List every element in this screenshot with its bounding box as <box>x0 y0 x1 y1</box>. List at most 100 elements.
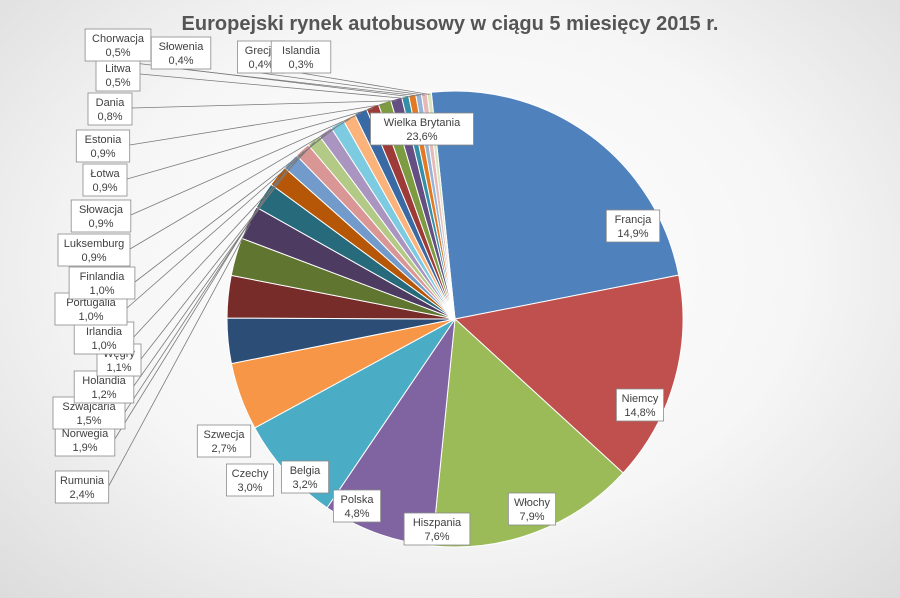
pie-slices <box>226 90 684 548</box>
data-label-box <box>507 492 556 526</box>
data-label-value: 0,5% <box>105 77 130 89</box>
data-label-value: 1,2% <box>91 389 116 401</box>
leader-line-litwa <box>139 73 406 99</box>
leader-lines <box>108 60 430 487</box>
leader-line-irlandia <box>133 141 316 338</box>
data-label-box <box>225 463 274 497</box>
data-label-value: 0,3% <box>288 59 313 71</box>
data-label-box <box>95 58 141 92</box>
data-label-value: 0,4% <box>168 55 193 67</box>
data-label-value: 14,9% <box>617 228 648 240</box>
data-label-irlandia: Irlandia 1,0% <box>73 321 135 355</box>
data-label-luksemburg: Luksemburg 0,9% <box>57 233 131 267</box>
data-label-value: 1,9% <box>72 442 97 454</box>
data-label-value: 2,4% <box>69 489 94 501</box>
pie-slice-niemcy <box>431 317 624 548</box>
data-label-value: 2,7% <box>211 443 236 455</box>
data-label-value: 0,9% <box>81 252 106 264</box>
data-label-finlandia: Finlandia 1,0% <box>68 266 136 300</box>
data-label-name: Dania <box>96 97 126 109</box>
data-label-name: Szwajcaria <box>62 401 116 413</box>
data-label-value: 1,5% <box>76 415 101 427</box>
data-label-box <box>196 424 252 458</box>
leader-line-slowenia <box>180 68 419 97</box>
pie-slice-wielka-brytania <box>430 90 680 320</box>
data-label-name: Hiszpania <box>413 517 462 529</box>
pie-slice-francja <box>453 274 684 474</box>
data-label-name: Belgia <box>290 465 321 477</box>
data-label-value: 1,0% <box>89 285 114 297</box>
leader-line-dania <box>131 100 397 109</box>
data-label-value: 0,9% <box>90 148 115 160</box>
data-label-name: Francja <box>615 214 653 226</box>
data-label-box <box>370 112 474 146</box>
data-label-slowacja: Słowacja 0,9% <box>70 199 132 233</box>
data-label-slowenia: Słowenia 0,4% <box>150 36 212 70</box>
data-label-name: Norwegia <box>62 428 109 440</box>
data-label-niemcy: Niemcy 14,8% <box>616 388 665 422</box>
data-label-name: Niemcy <box>622 393 659 405</box>
data-label-value: 4,8% <box>344 508 369 520</box>
pie-slice-islandia <box>426 91 456 320</box>
data-label-name: Słowacja <box>79 204 124 216</box>
data-label-dania: Dania 0,8% <box>87 92 133 126</box>
data-label-value: 1,0% <box>78 311 103 323</box>
leader-line-lotwa <box>126 108 374 180</box>
data-label-name: Łotwa <box>90 168 120 180</box>
leader-line-slowacja <box>130 112 362 216</box>
data-label-name: Holandia <box>82 375 126 387</box>
data-label-name: Słowenia <box>159 41 205 53</box>
data-label-name: Estonia <box>85 134 123 146</box>
leader-line-islandia <box>300 72 430 95</box>
data-label-box <box>150 36 212 70</box>
data-label-box <box>57 233 131 267</box>
leader-line-grecja <box>260 72 425 96</box>
data-label-name: Czechy <box>232 468 269 480</box>
leader-line-wegry <box>140 151 304 360</box>
data-label-name: Grecja <box>245 45 278 57</box>
data-label-name: Finlandia <box>80 271 126 283</box>
data-label-polska: Polska 4,8% <box>332 489 381 523</box>
data-label-value: 0,9% <box>88 218 113 230</box>
leader-line-luksemburg <box>129 118 351 250</box>
data-label-szwajcaria: Szwajcaria 1,5% <box>52 396 126 430</box>
data-label-name: Włochy <box>514 497 551 509</box>
data-label-czechy: Czechy 3,0% <box>225 463 274 497</box>
data-label-value: 0,9% <box>92 182 117 194</box>
data-label-box <box>280 460 329 494</box>
data-label-value: 3,0% <box>237 482 262 494</box>
data-label-name: Luksemburg <box>64 238 125 250</box>
data-label-islandia: Islandia 0,3% <box>270 40 332 74</box>
data-label-box <box>605 209 661 243</box>
data-label-name: Polska <box>340 494 374 506</box>
data-label-name: Chorwacja <box>92 33 145 45</box>
data-label-box <box>616 388 665 422</box>
data-label-name: Szwecja <box>204 429 246 441</box>
leader-line-finlandia <box>134 125 339 283</box>
leader-line-estonia <box>129 103 386 146</box>
data-label-box <box>75 129 131 163</box>
data-label-name: Islandia <box>282 45 321 57</box>
data-label-name: Litwa <box>105 63 132 75</box>
data-label-box <box>82 163 128 197</box>
data-label-name: Wielka Brytania <box>384 117 461 129</box>
data-label-value: 14,8% <box>624 407 655 419</box>
data-label-francja: Francja 14,9% <box>605 209 661 243</box>
data-label-name: Rumunia <box>60 475 105 487</box>
data-label-box <box>54 470 110 504</box>
leader-line-rumunia <box>108 223 251 487</box>
data-label-box <box>270 40 332 74</box>
data-label-name: Irlandia <box>86 326 123 338</box>
data-label-hiszpania: Hiszpania 7,6% <box>403 512 471 546</box>
data-label-chorwacja: Chorwacja 0,5% <box>84 28 152 62</box>
data-label-value: 3,2% <box>292 479 317 491</box>
data-label-box <box>87 92 133 126</box>
data-label-value: 0,5% <box>105 47 130 59</box>
data-label-litwa: Litwa 0,5% <box>95 58 141 92</box>
data-label-wielka-brytania: Wielka Brytania 23,6% <box>370 112 474 146</box>
data-label-name: Portugalia <box>66 297 116 309</box>
data-label-value: 23,6% <box>406 131 437 143</box>
data-label-box <box>73 321 135 355</box>
data-label-szwecja: Szwecja 2,7% <box>196 424 252 458</box>
